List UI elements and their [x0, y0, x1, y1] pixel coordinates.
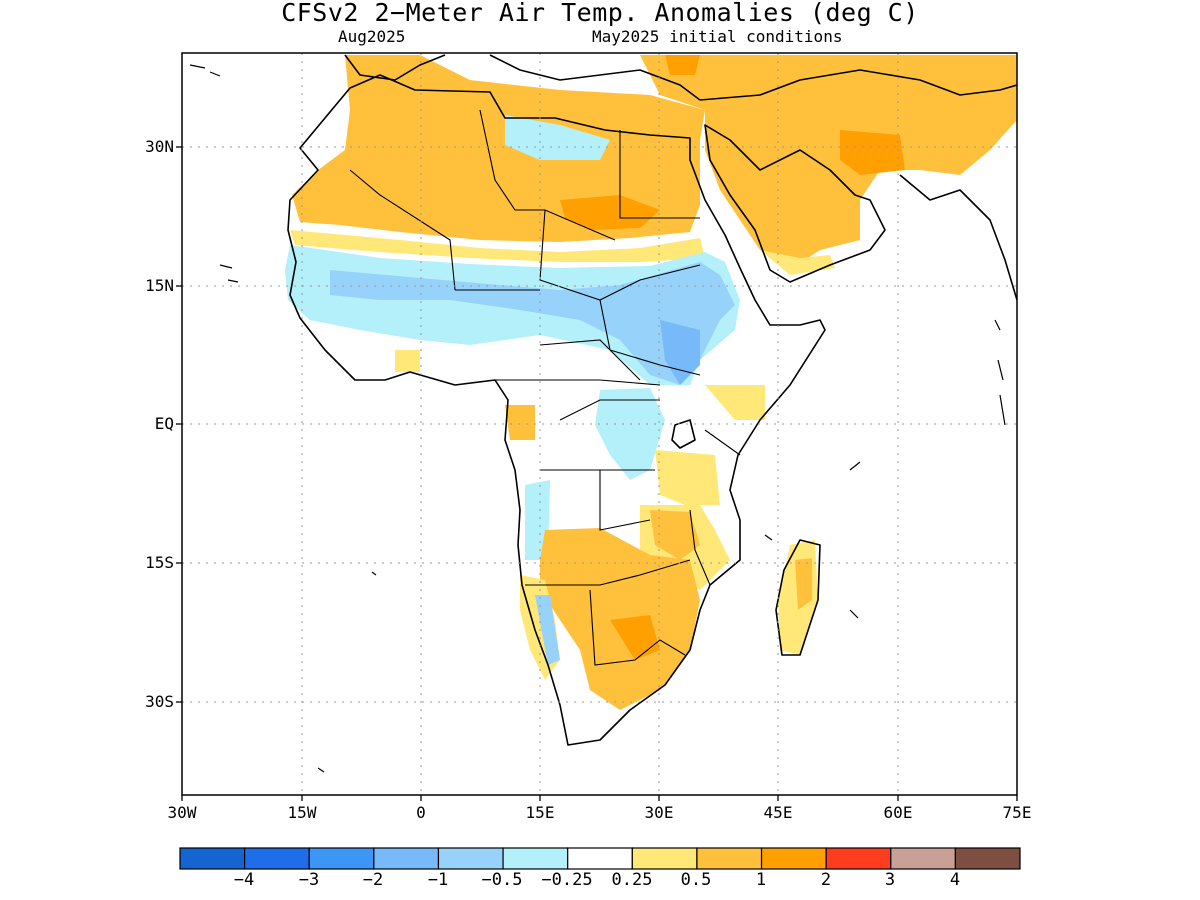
colorbar-swatch — [696, 847, 763, 870]
lon-label-0: 0 — [416, 803, 426, 822]
lon-label-15w: 15W — [287, 803, 317, 822]
country-borders — [349, 109, 741, 666]
lat-label-30n: 30N — [145, 137, 174, 156]
colorbar-swatch — [631, 847, 698, 870]
forecast-month: Aug2025 — [338, 27, 406, 46]
lon-label-45e: 45E — [763, 803, 793, 822]
colorbar-swatch — [567, 847, 633, 870]
colorbar-label: −0.5 — [481, 870, 523, 890]
colorbar-swatch — [502, 847, 569, 870]
lon-label-30w: 30W — [167, 803, 197, 822]
lat-label-15n: 15N — [145, 276, 174, 295]
colorbar-swatch — [179, 847, 246, 870]
colorbar — [179, 847, 1021, 870]
lon-label-60e: 60E — [883, 803, 913, 822]
colorbar-swatch — [890, 847, 956, 870]
map-title: CFSv2 2−Meter Air Temp. Anomalies (deg C… — [281, 0, 919, 27]
colorbar-swatch — [954, 847, 1021, 870]
lat-label-15s: 15S — [145, 553, 174, 572]
colorbar-label: 0.25 — [611, 870, 653, 890]
colorbar-label: −3 — [298, 870, 320, 890]
coastlines — [287, 54, 1017, 746]
colorbar-swatch — [437, 847, 504, 870]
colorbar-label: 2 — [820, 870, 832, 890]
lat-label-eq: EQ — [154, 414, 174, 433]
colorbar-label: 1 — [755, 870, 767, 890]
initial-conditions: May2025 initial conditions — [592, 27, 843, 46]
colorbar-swatch — [825, 847, 892, 870]
colorbar-label: 3 — [884, 870, 896, 890]
lon-label-15e: 15E — [525, 803, 555, 822]
colorbar-swatch — [244, 847, 310, 870]
graticule — [182, 53, 1017, 795]
lon-label-30e: 30E — [644, 803, 674, 822]
colorbar-label: 0.5 — [680, 870, 712, 890]
colorbar-label: −2 — [362, 870, 384, 890]
colorbar-label: −0.25 — [541, 870, 593, 890]
map-content — [182, 53, 1017, 795]
colorbar-swatch — [760, 847, 827, 870]
lon-label-75e: 75E — [1002, 803, 1032, 822]
anomaly-fields — [285, 55, 1017, 710]
colorbar-label: 4 — [949, 870, 961, 890]
axis-ticks — [176, 146, 1018, 801]
colorbar-label: −4 — [233, 870, 255, 890]
lat-label-30s: 30S — [145, 692, 174, 711]
colorbar-swatch — [308, 847, 375, 870]
colorbar-label: −1 — [427, 870, 449, 890]
colorbar-swatch — [373, 847, 440, 870]
islands — [189, 64, 1006, 773]
